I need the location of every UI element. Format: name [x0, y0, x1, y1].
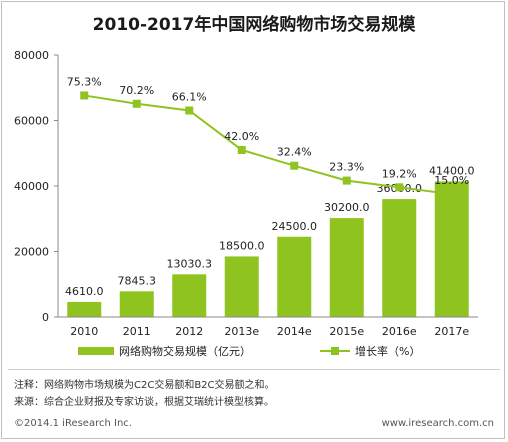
legend-item-line: 增长率（%）: [320, 343, 420, 359]
line-point: [185, 106, 194, 115]
bar: [434, 181, 469, 317]
line-point-label: 15.0%: [434, 174, 469, 187]
bar: [67, 301, 102, 317]
line-point: [132, 99, 141, 108]
footer-copyright: ©2014.1 iResearch Inc.: [14, 418, 132, 429]
line-point-label: 70.2%: [119, 84, 154, 97]
x-tick-label: 2015e: [329, 325, 364, 338]
x-tick-label: 2016e: [382, 325, 417, 338]
bar: [172, 274, 207, 317]
note-definition: 注释：网络购物市场规模为C2C交易额和B2C交易额之和。: [14, 380, 275, 391]
y-tick-label: 40000: [14, 180, 49, 193]
line-series: 75.3% 70.2% 66.1% 42.0% 32.4% 23.3% 19.2% 15.0%: [67, 75, 469, 199]
line-point-label: 75.3%: [67, 75, 102, 88]
bar: [382, 199, 417, 317]
line-point: [290, 161, 299, 170]
bar: [224, 256, 259, 317]
footer-website: www.iresearch.com.cn: [381, 418, 494, 429]
y-tick-label: 80000: [14, 49, 49, 62]
bar-value-label: 18500.0: [219, 239, 265, 252]
divider: [8, 369, 500, 370]
x-tick-label: 2012: [175, 325, 203, 338]
legend-line-swatch: [320, 347, 350, 355]
note-source: 来源：综合企业财报及专家访谈，根据艾瑞统计模型核算。: [14, 397, 274, 408]
x-tick-label: 2017e: [434, 325, 469, 338]
line-point: [447, 190, 456, 199]
x-tick-label: 2013e: [224, 325, 259, 338]
line-point: [80, 91, 89, 100]
legend-line-label: 增长率（%）: [355, 345, 421, 358]
x-axis: 2010 2011 2012 2013e 2014e 2015e 2016e 2017e: [58, 316, 478, 338]
x-tick-label: 2010: [70, 325, 98, 338]
growth-line: [84, 94, 452, 196]
bar: [329, 218, 364, 317]
bar-value-label: 30200.0: [324, 201, 370, 214]
x-tick-label: 2014e: [277, 325, 312, 338]
line-point: [342, 176, 351, 185]
line-point-label: 32.4%: [277, 146, 312, 159]
y-tick-label: 20000: [14, 246, 49, 259]
y-tick-label: 60000: [14, 115, 49, 128]
bar-value-label: 13030.3: [167, 257, 213, 270]
line-point-label: 23.3%: [329, 161, 364, 174]
chart-title: 2010-2017年中国网络购物市场交易规模: [92, 15, 416, 35]
line-point-label: 42.0%: [224, 130, 259, 143]
line-point: [395, 183, 404, 192]
y-tick-label: 0: [42, 311, 49, 324]
bar: [277, 236, 312, 317]
bar-value-label: 7845.3: [118, 274, 157, 287]
legend-bar-swatch: [78, 347, 114, 355]
bar-series: 4610.0 7845.3 13030.3 18500.0 24500.0 30200.0…: [65, 164, 475, 317]
x-tick-label: 2011: [123, 325, 151, 338]
legend-bar-label: 网络购物交易规模（亿元）: [119, 345, 251, 358]
bar: [119, 291, 154, 317]
bar-value-label: 24500.0: [272, 220, 318, 233]
legend-item-bars: 网络购物交易规模（亿元）: [78, 343, 251, 359]
bar-value-label: 4610.0: [65, 285, 104, 298]
y-axis: 0 20000 40000 60000 80000: [14, 49, 59, 324]
bar-value-label: 41400.0: [429, 164, 475, 177]
line-point: [237, 145, 246, 154]
line-point-label: 19.2%: [382, 167, 417, 180]
line-point-label: 66.1%: [172, 91, 207, 104]
